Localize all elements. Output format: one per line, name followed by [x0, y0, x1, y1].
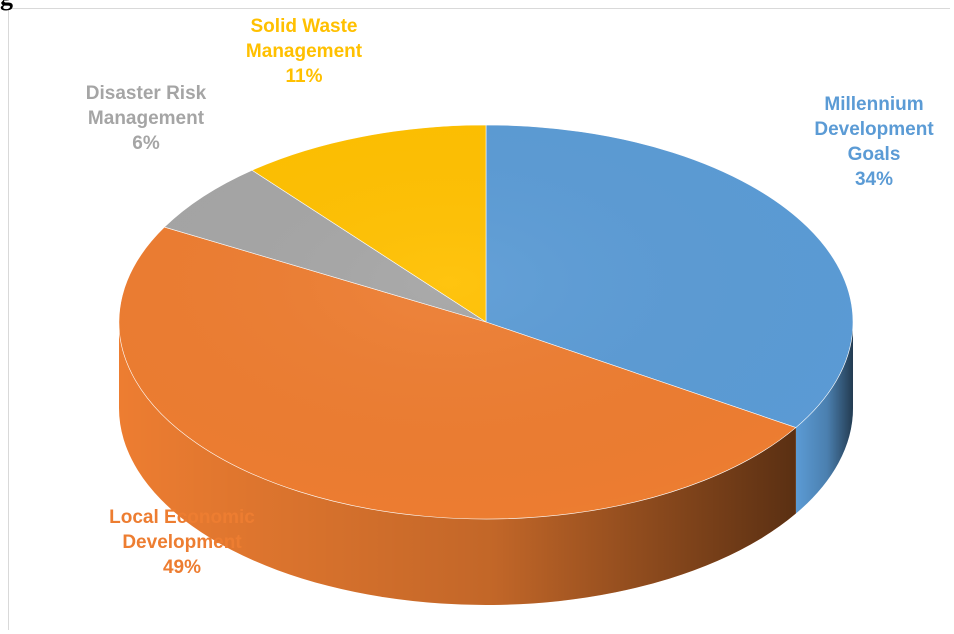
- slice-percent: 6%: [132, 133, 160, 154]
- slice-label-line: Development: [814, 119, 934, 140]
- slice-label-line: Development: [122, 532, 242, 553]
- slice-label-0: Millennium Development Goals 34%: [814, 92, 933, 192]
- slice-label-2: Disaster Risk Management 6%: [86, 81, 206, 156]
- slice-label-line: Management: [245, 41, 363, 62]
- slice-percent: 11%: [285, 66, 323, 87]
- pie-slices: [118, 124, 854, 520]
- heading-fragment: g: [0, 0, 13, 10]
- slice-percent: 34%: [854, 169, 894, 190]
- slice-label-line: Disaster Risk: [85, 83, 207, 104]
- slice-side-shade-1: [119, 322, 796, 606]
- slice-label-line: Solid Waste: [250, 16, 358, 37]
- slice-label-line: Local Economic: [109, 507, 255, 528]
- slice-label-line: Millennium: [824, 94, 924, 115]
- chart-area: [8, 8, 950, 630]
- slice-percent: 49%: [162, 557, 202, 578]
- slice-label-line: Management: [87, 108, 205, 129]
- slice-label-line: Goals: [847, 144, 901, 165]
- slice-label-3: Solid Waste Management 11%: [246, 14, 362, 89]
- slice-label-1: Local Economic Development 49%: [109, 505, 255, 580]
